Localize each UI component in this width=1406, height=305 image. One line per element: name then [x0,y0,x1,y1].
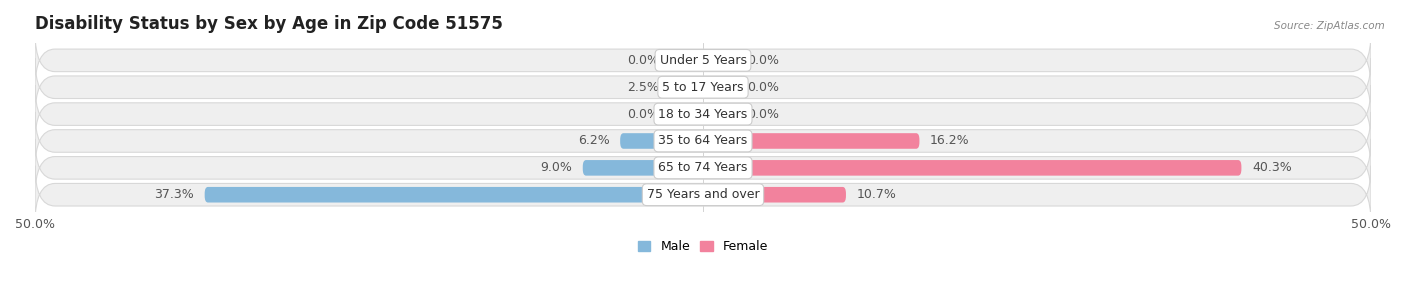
Text: Source: ZipAtlas.com: Source: ZipAtlas.com [1274,21,1385,31]
Legend: Male, Female: Male, Female [638,240,768,253]
FancyBboxPatch shape [669,106,703,122]
FancyBboxPatch shape [35,58,1371,116]
Text: 10.7%: 10.7% [856,188,897,201]
FancyBboxPatch shape [35,112,1371,170]
FancyBboxPatch shape [703,52,737,68]
FancyBboxPatch shape [35,139,1371,197]
Text: 16.2%: 16.2% [931,135,970,148]
FancyBboxPatch shape [620,133,703,149]
Text: 0.0%: 0.0% [747,81,779,94]
Text: 18 to 34 Years: 18 to 34 Years [658,108,748,120]
Text: 40.3%: 40.3% [1253,161,1292,174]
FancyBboxPatch shape [703,133,920,149]
FancyBboxPatch shape [35,31,1371,89]
FancyBboxPatch shape [703,79,737,95]
FancyBboxPatch shape [669,79,703,95]
FancyBboxPatch shape [703,160,1241,176]
Text: 0.0%: 0.0% [627,108,659,120]
FancyBboxPatch shape [703,106,737,122]
Text: 5 to 17 Years: 5 to 17 Years [662,81,744,94]
Text: 0.0%: 0.0% [627,54,659,67]
Text: 9.0%: 9.0% [540,161,572,174]
Text: 2.5%: 2.5% [627,81,659,94]
Text: 0.0%: 0.0% [747,108,779,120]
Text: 0.0%: 0.0% [747,54,779,67]
FancyBboxPatch shape [582,160,703,176]
FancyBboxPatch shape [703,187,846,203]
Text: 37.3%: 37.3% [155,188,194,201]
Text: 35 to 64 Years: 35 to 64 Years [658,135,748,148]
Text: 75 Years and over: 75 Years and over [647,188,759,201]
FancyBboxPatch shape [669,52,703,68]
FancyBboxPatch shape [205,187,703,203]
FancyBboxPatch shape [35,85,1371,143]
Text: 6.2%: 6.2% [578,135,609,148]
Text: Disability Status by Sex by Age in Zip Code 51575: Disability Status by Sex by Age in Zip C… [35,15,503,33]
Text: Under 5 Years: Under 5 Years [659,54,747,67]
FancyBboxPatch shape [35,166,1371,224]
Text: 65 to 74 Years: 65 to 74 Years [658,161,748,174]
